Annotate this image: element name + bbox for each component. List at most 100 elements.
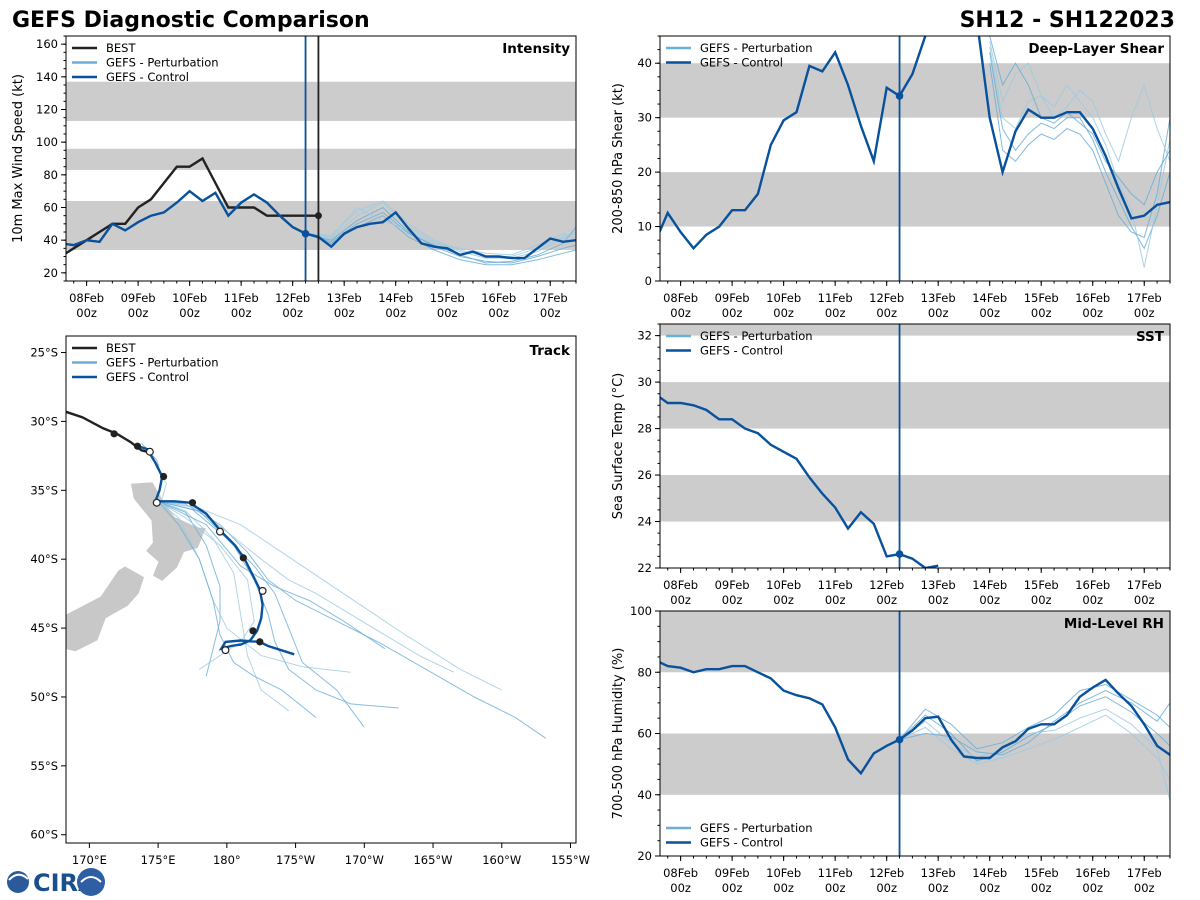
intensity-x-tick-hour: 00z [437,306,458,320]
track-perturbation-line [158,500,503,691]
legend-label-control: GEFS - Control [700,836,783,850]
rh-control-line [660,661,1170,776]
shear-x-tick-date: 12Feb [869,291,904,305]
intensity-y-tick-label: 60 [43,201,58,215]
track-control-point-filled [256,638,264,646]
track-y-tick-label: 45°S [30,621,58,635]
intensity-best-line [66,156,319,255]
sst-x-tick-date: 08Feb [663,578,698,592]
rh-x-tick-hour: 00z [928,881,949,895]
rh-x-tick-date: 09Feb [715,866,750,880]
track-x-tick-label: 175°W [276,853,315,867]
sst-x-tick-date: 14Feb [972,578,1007,592]
sst-x-tick-hour: 00z [1031,593,1052,607]
cira-swoosh-icon [8,873,29,881]
shear-x-tick-hour: 00z [1082,306,1103,320]
track-perturbation-line [157,500,351,673]
rh-panel-title: Mid-Level RH [1064,616,1164,632]
legend-label-control: GEFS - Control [106,370,189,384]
track-y-tick-label: 40°S [30,552,58,566]
intensity-y-tick-label: 100 [36,135,58,149]
rh-x-tick-hour: 00z [1082,881,1103,895]
rh-x-tick-date: 15Feb [1024,866,1059,880]
sst-threshold-band [660,382,1170,429]
sst-x-tick-hour: 00z [979,593,1000,607]
shear-x-tick-date: 09Feb [715,291,750,305]
rh-perturbation-line [899,683,1170,750]
track-x-tick-label: 170°E [72,853,107,867]
sst-x-tick-date: 13Feb [921,578,956,592]
track-panel-title: Track [530,343,571,359]
intensity-x-tick-date: 17Feb [533,291,568,305]
track-y-tick-label: 30°S [30,414,58,428]
rh-x-tick-hour: 00z [722,881,743,895]
legend-label-control: GEFS - Control [700,56,783,70]
legend-label-control: GEFS - Control [700,344,783,358]
storm-id: SH12 - SH122023 [960,8,1175,33]
rh-perturbation-line [899,714,1170,780]
track-perturbation-line [158,500,454,673]
intensity-x-tick-date: 12Feb [275,291,310,305]
rh-y-tick-label: 80 [637,665,652,679]
sst-threshold-band [660,475,1170,522]
rh-x-tick-date: 13Feb [921,866,956,880]
sst-x-tick-date: 11Feb [818,578,853,592]
cira-logo: CIRA [7,868,105,897]
rh-init-marker [895,735,904,744]
sst-x-tick-hour: 00z [773,593,794,607]
rh-x-tick-hour: 00z [825,881,846,895]
shear-x-tick-date: 14Feb [972,291,1007,305]
sst-x-tick-date: 10Feb [766,578,801,592]
track-x-tick-label: 170°W [345,853,384,867]
intensity-x-tick-hour: 00z [76,306,97,320]
shear-x-tick-hour: 00z [722,306,743,320]
rh-x-tick-date: 14Feb [972,866,1007,880]
shear-x-tick-hour: 00z [825,306,846,320]
rh-x-tick-hour: 00z [876,881,897,895]
rh-x-tick-date: 08Feb [663,866,698,880]
track-control-point-open [152,498,161,507]
intensity-plot-area [66,36,576,281]
sst-panel-title: SST [1136,329,1165,345]
intensity-y-tick-label: 40 [43,233,58,247]
legend-label-control: GEFS - Control [106,70,189,84]
sst-x-tick-hour: 00z [876,593,897,607]
intensity-y-tick-label: 20 [43,266,58,280]
intensity-perturbation-line [305,206,576,264]
track-y-tick-label: 55°S [30,759,58,773]
legend-label-perturbation: GEFS - Perturbation [106,56,219,70]
shear-panel: 01020304008Feb00z09Feb00z10Feb00z11Feb00… [611,35,1171,320]
intensity-y-tick-label: 140 [36,70,58,84]
sst-y-axis-label: Sea Surface Temp (°C) [611,373,626,520]
track-control-point-filled [239,554,247,562]
track-y-tick-label: 50°S [30,690,58,704]
track-y-tick-label: 25°S [30,346,58,360]
shear-x-tick-hour: 00z [1134,306,1155,320]
shear-x-tick-hour: 00z [876,306,897,320]
figure-title: GEFS Diagnostic Comparison [12,8,370,33]
intensity-x-tick-hour: 00z [488,306,509,320]
partner-logo-icon [77,868,105,896]
intensity-x-tick-hour: 00z [282,306,303,320]
track-control-point-filled [133,442,142,450]
legend-label-perturbation: GEFS - Perturbation [700,41,813,55]
track-perturbation-line [158,500,547,739]
shear-x-tick-date: 11Feb [818,291,853,305]
rh-plot-area [660,611,1170,856]
track-perturbation-line [157,500,386,650]
rh-y-tick-label: 40 [637,788,652,802]
shear-x-tick-date: 15Feb [1024,291,1059,305]
sst-y-tick-label: 22 [637,561,652,575]
sst-x-tick-date: 09Feb [715,578,750,592]
north-island-land [130,481,207,582]
sst-x-tick-hour: 00z [670,593,691,607]
sst-x-tick-date: 17Feb [1127,578,1162,592]
intensity-x-tick-date: 13Feb [327,291,362,305]
shear-x-tick-hour: 00z [979,306,1000,320]
intensity-panel: 2040608010012014016008Feb00z09Feb00z10Fe… [11,35,577,320]
shear-control-line [660,36,1170,251]
intensity-x-tick-hour: 00z [128,306,149,320]
shear-perturbation-line [989,36,1170,206]
intensity-perturbation-line [305,201,576,259]
